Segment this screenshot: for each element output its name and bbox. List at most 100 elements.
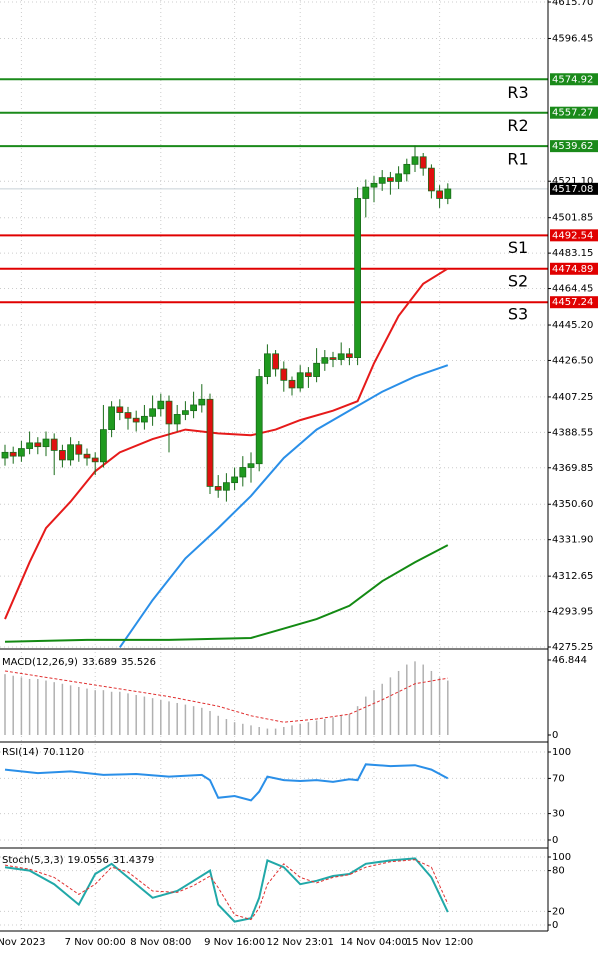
candle-body — [1, 451, 9, 459]
candle-body — [165, 400, 173, 425]
y-tick-label: 4501.85 — [552, 213, 593, 224]
candle-body — [124, 412, 132, 419]
stoch-line — [4, 859, 449, 921]
y-tick-label: 4426.50 — [552, 355, 593, 366]
y-tick-label: 4445.20 — [552, 320, 593, 331]
candle-body — [354, 198, 362, 359]
candle-body — [26, 442, 34, 449]
indicator-value: 19.0556 — [67, 855, 108, 866]
candle-body — [198, 398, 206, 406]
rsi-line — [4, 763, 449, 802]
candle-body — [419, 156, 427, 169]
candle-body — [231, 476, 239, 484]
candle-body — [100, 429, 107, 463]
candle-body — [263, 353, 271, 377]
indicator-value: 33.689 — [82, 657, 117, 668]
candle-body — [140, 415, 148, 423]
level-price-box — [550, 296, 598, 309]
x-tick-label: 9 Nov 16:00 — [204, 937, 265, 948]
candle-body — [362, 186, 370, 199]
candle-body — [149, 408, 157, 417]
y-tick-label: 4275.25 — [552, 642, 593, 653]
candle-body — [296, 372, 304, 389]
candle-body — [280, 368, 288, 381]
y-tick-label: 4521.10 — [552, 176, 593, 187]
candle-body — [59, 450, 66, 461]
candle-body — [403, 163, 411, 175]
candle-body — [239, 467, 247, 478]
x-tick-label: 8 Nov 08:00 — [130, 937, 191, 948]
level-price: 4557.27 — [552, 108, 593, 119]
candle-body — [67, 444, 74, 461]
y-tick-label: 100 — [552, 747, 571, 758]
y-tick-label: 4369.85 — [552, 463, 593, 474]
candle-body — [378, 177, 386, 184]
candle-body — [34, 442, 42, 448]
candle-body — [206, 398, 214, 487]
level-price: 4574.92 — [552, 74, 593, 85]
candle-body — [173, 414, 181, 425]
candle-body — [222, 482, 230, 491]
candle-body — [444, 188, 452, 199]
candle-body — [386, 177, 394, 182]
indicator-title: Stoch(5,3,3) 19.0556 31.4379 — [2, 855, 154, 866]
candle-body — [304, 372, 312, 377]
candle-body — [255, 376, 263, 465]
candle-body — [329, 357, 337, 360]
candle-body — [190, 404, 198, 412]
candle-body — [337, 353, 345, 360]
indicator-value: 70.1120 — [43, 747, 84, 758]
y-tick-label: 20 — [552, 906, 565, 917]
signal-line — [4, 670, 448, 723]
y-tick-label: 0 — [552, 920, 558, 931]
level-price: 4492.54 — [552, 230, 593, 241]
y-tick-label: 80 — [552, 866, 565, 877]
candle-body — [181, 410, 189, 415]
candle-body — [157, 400, 165, 410]
y-tick-label: 100 — [552, 852, 571, 863]
x-tick-label: 15 Nov 12:00 — [406, 937, 473, 948]
level-name: R1 — [507, 150, 528, 169]
indicator-value: 31.4379 — [113, 855, 154, 866]
level-price-box — [550, 106, 598, 119]
candle-body — [132, 417, 140, 423]
candle-body — [50, 438, 58, 451]
y-tick-label: 4596.45 — [552, 33, 593, 44]
candle-body — [321, 357, 329, 364]
level-name: R2 — [507, 116, 528, 135]
candle-body — [9, 451, 17, 457]
level-price-box — [550, 262, 598, 275]
y-tick-label: 30 — [552, 809, 565, 820]
level-name: S2 — [508, 271, 528, 290]
indicator-value: MACD(12,26,9) — [2, 657, 78, 668]
candle-body — [395, 173, 403, 182]
level-price-box — [550, 229, 598, 242]
x-tick-label: Nov 2023 — [0, 937, 45, 948]
candle-body — [108, 406, 115, 431]
candle-body — [288, 379, 296, 389]
y-tick-label: 70 — [552, 773, 565, 784]
stoch-line — [4, 857, 449, 923]
level-price-box — [550, 73, 598, 86]
candle-body — [83, 453, 91, 459]
level-price: 4457.24 — [552, 297, 593, 308]
indicator-title: RSI(14) 70.1120 — [2, 747, 84, 758]
candle-body — [427, 167, 435, 192]
current-price-box — [550, 182, 598, 195]
y-tick-label: 4331.90 — [552, 535, 593, 546]
y-tick-label: 4350.60 — [552, 499, 593, 510]
candle-body — [247, 463, 255, 468]
y-tick-label: 4407.25 — [552, 392, 593, 403]
candle-body — [17, 448, 25, 457]
candle-body — [411, 156, 419, 165]
moving-average — [4, 267, 449, 620]
candle-body — [75, 444, 83, 455]
indicator-value: 35.526 — [121, 657, 156, 668]
y-tick-label: 4483.15 — [552, 248, 593, 259]
level-price-box — [550, 140, 598, 153]
candle-body — [345, 353, 353, 359]
current-price: 4517.08 — [552, 184, 593, 195]
level-name: S1 — [508, 238, 528, 257]
